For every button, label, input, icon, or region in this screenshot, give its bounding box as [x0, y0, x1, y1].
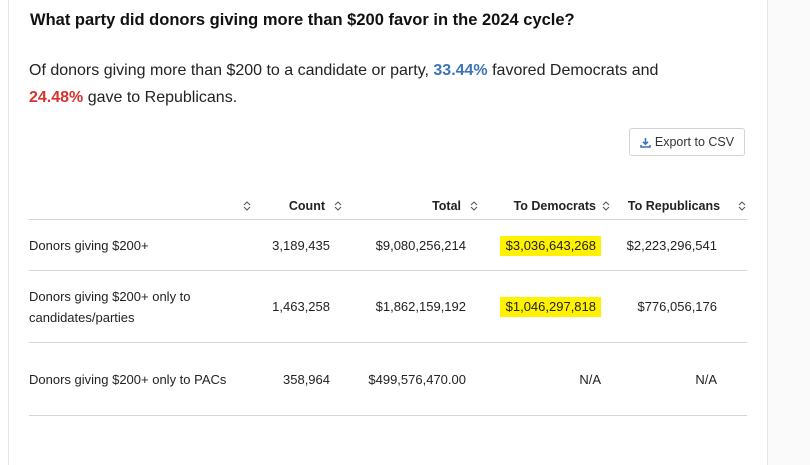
- summary-text: Of donors giving more than $200 to a can…: [29, 57, 729, 111]
- table-row: Donors giving $200+ only to candidates/p…: [29, 270, 747, 343]
- cell-to-republicans: $2,223,296,541: [601, 219, 747, 271]
- republican-percentage: 24.48%: [29, 89, 84, 106]
- panel-left-border: [8, 0, 9, 465]
- page-background-strip: [768, 0, 810, 465]
- summary-part-1: Of donors giving more than $200 to a can…: [29, 62, 434, 79]
- cell-total: $1,862,159,192: [330, 270, 466, 343]
- column-header-total[interactable]: Total: [330, 193, 466, 220]
- cell-count: 3,189,435: [239, 219, 330, 271]
- summary-part-2: favored Democrats and: [487, 62, 659, 79]
- column-header-to-democrats-label: To Democrats: [513, 199, 596, 213]
- row-label: Donors giving $200+: [29, 219, 239, 271]
- highlighted-value: $3,036,643,268: [499, 235, 601, 256]
- sort-icon[interactable]: [737, 200, 747, 212]
- cell-count: 358,964: [239, 342, 330, 416]
- sort-icon[interactable]: [601, 200, 611, 212]
- table-header-row: Count Total To Democrats To Republicans: [29, 193, 747, 220]
- summary-part-3: gave to Republicans.: [83, 89, 238, 106]
- row-label: Donors giving $200+ only to candidates/p…: [29, 270, 239, 343]
- cell-total: $499,576,470.00: [330, 342, 466, 416]
- cell-total: $9,080,256,214: [330, 219, 466, 271]
- sort-icon[interactable]: [469, 200, 479, 212]
- column-header-to-republicans[interactable]: To Republicans: [601, 193, 747, 220]
- column-header-total-label: Total: [432, 199, 461, 213]
- column-header-to-democrats[interactable]: To Democrats: [466, 193, 601, 220]
- export-csv-button[interactable]: Export to CSV: [629, 128, 745, 156]
- header-label-column: [29, 193, 239, 220]
- table-row: Donors giving $200+ only to PACs 358,964…: [29, 342, 747, 416]
- cell-count: 1,463,258: [239, 270, 330, 343]
- sort-icon[interactable]: [333, 200, 343, 212]
- column-header-to-republicans-label: To Republicans: [627, 199, 721, 213]
- question-heading: What party did donors giving more than $…: [30, 11, 575, 29]
- column-header-count[interactable]: Count: [239, 193, 330, 220]
- cell-to-democrats: $1,046,297,818: [466, 270, 601, 343]
- cell-to-democrats: N/A: [466, 342, 601, 416]
- column-header-count-label: Count: [288, 199, 325, 213]
- panel-right-border: [767, 0, 768, 465]
- download-icon: [640, 137, 651, 148]
- sort-icon[interactable]: [242, 200, 252, 212]
- cell-to-republicans: N/A: [601, 342, 747, 416]
- democrat-percentage: 33.44%: [433, 62, 488, 79]
- row-label: Donors giving $200+ only to PACs: [29, 342, 239, 416]
- donors-table: Count Total To Democrats To Republicans: [29, 193, 747, 416]
- table-row: Donors giving $200+ 3,189,435 $9,080,256…: [29, 219, 747, 271]
- export-csv-label: Export to CSV: [654, 135, 735, 149]
- highlighted-value: $1,046,297,818: [499, 297, 601, 317]
- cell-to-republicans: $776,056,176: [601, 270, 747, 343]
- cell-to-democrats: $3,036,643,268: [466, 219, 601, 271]
